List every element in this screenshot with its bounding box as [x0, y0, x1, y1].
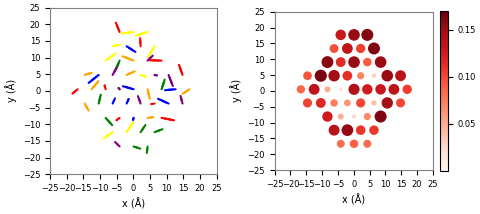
X-axis label: x (Å): x (Å) [342, 194, 365, 206]
Point [317, 101, 324, 105]
Point [363, 142, 371, 146]
Point [337, 88, 345, 91]
Point [370, 74, 378, 77]
Point [403, 88, 411, 91]
Point [337, 142, 345, 146]
Point [344, 101, 351, 105]
Point [344, 128, 351, 132]
Point [357, 128, 364, 132]
Point [377, 115, 384, 118]
Point [317, 74, 324, 77]
Point [377, 60, 384, 64]
Point [377, 88, 384, 91]
Point [350, 33, 358, 37]
Point [330, 101, 338, 105]
Point [304, 101, 312, 105]
Point [324, 88, 331, 91]
Y-axis label: y (Å): y (Å) [230, 79, 242, 103]
Point [350, 142, 358, 146]
Point [330, 47, 338, 50]
Point [330, 128, 338, 132]
Point [324, 60, 331, 64]
Point [390, 88, 398, 91]
Point [324, 115, 331, 118]
Y-axis label: y (Å): y (Å) [5, 79, 17, 103]
Point [363, 88, 371, 91]
Point [357, 47, 364, 50]
Point [337, 33, 345, 37]
Point [344, 47, 351, 50]
Point [363, 60, 371, 64]
Point [370, 101, 378, 105]
Point [384, 101, 391, 105]
Point [350, 115, 358, 118]
Point [396, 74, 404, 77]
Point [330, 74, 338, 77]
Point [344, 74, 351, 77]
Point [384, 74, 391, 77]
Point [350, 60, 358, 64]
Point [310, 88, 318, 91]
Point [363, 33, 371, 37]
Point [337, 115, 345, 118]
Point [370, 128, 378, 132]
Point [357, 101, 364, 105]
X-axis label: x (Å): x (Å) [122, 198, 145, 210]
Point [337, 60, 345, 64]
Point [357, 74, 364, 77]
Point [297, 88, 305, 91]
Point [363, 115, 371, 118]
Point [304, 74, 312, 77]
Point [350, 88, 358, 91]
Point [370, 47, 378, 50]
Point [396, 101, 404, 105]
